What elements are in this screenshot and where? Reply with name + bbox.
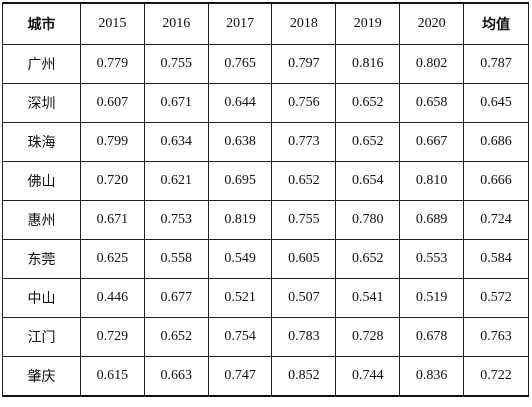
value-cell: 0.446 (80, 278, 145, 318)
value-cell: 0.816 (335, 44, 401, 84)
value-cell: 0.521 (207, 278, 273, 318)
value-cell: 0.658 (399, 83, 464, 123)
value-cell: 0.654 (335, 161, 401, 201)
value-cell: 0.695 (207, 161, 273, 201)
city-cell: 肇庆 (2, 356, 81, 397)
value-cell: 0.728 (335, 317, 401, 357)
value-cell: 0.677 (143, 278, 209, 318)
value-cell: 0.625 (80, 239, 145, 279)
value-cell: 0.519 (399, 278, 464, 318)
value-cell: 0.724 (463, 200, 529, 240)
table-row: 珠海 0.799 0.634 0.638 0.773 0.652 0.667 0.686 (2, 122, 529, 162)
value-cell: 0.678 (399, 317, 464, 357)
header-cell: 2017 (207, 2, 273, 45)
value-cell: 0.558 (143, 239, 209, 279)
value-cell: 0.836 (399, 356, 464, 397)
header-cell: 城市 (2, 2, 81, 45)
value-cell: 0.621 (143, 161, 209, 201)
value-cell: 0.507 (271, 278, 337, 318)
value-cell: 0.763 (463, 317, 529, 357)
value-cell: 0.773 (271, 122, 337, 162)
value-cell: 0.779 (80, 44, 145, 84)
city-cell: 东莞 (2, 239, 81, 279)
value-cell: 0.652 (335, 122, 401, 162)
value-cell: 0.722 (463, 356, 529, 397)
header-cell: 均值 (463, 2, 529, 45)
city-cell: 广州 (2, 44, 81, 84)
city-cell: 深圳 (2, 83, 81, 123)
header-row: 城市 2015 2016 2017 2018 2019 2020 均值 (2, 2, 529, 45)
city-cell: 江门 (2, 317, 81, 357)
value-cell: 0.607 (80, 83, 145, 123)
value-cell: 0.753 (143, 200, 209, 240)
value-cell: 0.663 (143, 356, 209, 397)
header-cell: 2019 (335, 2, 401, 45)
value-cell: 0.780 (335, 200, 401, 240)
value-cell: 0.541 (335, 278, 401, 318)
value-cell: 0.720 (80, 161, 145, 201)
value-cell: 0.666 (463, 161, 529, 201)
value-cell: 0.645 (463, 83, 529, 123)
table-row: 深圳 0.607 0.671 0.644 0.756 0.652 0.658 0.645 (2, 83, 529, 123)
value-cell: 0.799 (80, 122, 145, 162)
value-cell: 0.667 (399, 122, 464, 162)
header-cell: 2016 (143, 2, 209, 45)
city-cell: 中山 (2, 278, 81, 318)
value-cell: 0.553 (399, 239, 464, 279)
table-row: 中山 0.446 0.677 0.521 0.507 0.541 0.519 0.572 (2, 278, 529, 318)
data-table: 城市 2015 2016 2017 2018 2019 2020 均值 广州 0.779 0.75… (2, 2, 529, 397)
value-cell: 0.652 (335, 239, 401, 279)
city-cell: 珠海 (2, 122, 81, 162)
value-cell: 0.802 (399, 44, 464, 84)
header-cell: 2020 (399, 2, 464, 45)
value-cell: 0.852 (271, 356, 337, 397)
value-cell: 0.584 (463, 239, 529, 279)
table-row: 江门 0.729 0.652 0.754 0.783 0.728 0.678 0.763 (2, 317, 529, 357)
value-cell: 0.819 (207, 200, 273, 240)
value-cell: 0.729 (80, 317, 145, 357)
table-row: 肇庆 0.615 0.663 0.747 0.852 0.744 0.836 0.722 (2, 356, 529, 397)
value-cell: 0.747 (207, 356, 273, 397)
value-cell: 0.783 (271, 317, 337, 357)
value-cell: 0.797 (271, 44, 337, 84)
value-cell: 0.756 (271, 83, 337, 123)
table-row: 广州 0.779 0.755 0.765 0.797 0.816 0.802 0.787 (2, 44, 529, 84)
value-cell: 0.549 (207, 239, 273, 279)
value-cell: 0.572 (463, 278, 529, 318)
city-cell: 佛山 (2, 161, 81, 201)
value-cell: 0.755 (143, 44, 209, 84)
table-row: 佛山 0.720 0.621 0.695 0.652 0.654 0.810 0.666 (2, 161, 529, 201)
value-cell: 0.754 (207, 317, 273, 357)
value-cell: 0.652 (335, 83, 401, 123)
value-cell: 0.644 (207, 83, 273, 123)
value-cell: 0.634 (143, 122, 209, 162)
value-cell: 0.671 (80, 200, 145, 240)
value-cell: 0.638 (207, 122, 273, 162)
value-cell: 0.652 (271, 161, 337, 201)
value-cell: 0.652 (143, 317, 209, 357)
table-row: 东莞 0.625 0.558 0.549 0.605 0.652 0.553 0.584 (2, 239, 529, 279)
table-row: 惠州 0.671 0.753 0.819 0.755 0.780 0.689 0.724 (2, 200, 529, 240)
value-cell: 0.686 (463, 122, 529, 162)
value-cell: 0.605 (271, 239, 337, 279)
value-cell: 0.689 (399, 200, 464, 240)
header-cell: 2018 (271, 2, 337, 45)
value-cell: 0.671 (143, 83, 209, 123)
value-cell: 0.744 (335, 356, 401, 397)
value-cell: 0.755 (271, 200, 337, 240)
value-cell: 0.810 (399, 161, 464, 201)
city-cell: 惠州 (2, 200, 81, 240)
value-cell: 0.787 (463, 44, 529, 84)
value-cell: 0.615 (80, 356, 145, 397)
value-cell: 0.765 (207, 44, 273, 84)
header-cell: 2015 (80, 2, 145, 45)
